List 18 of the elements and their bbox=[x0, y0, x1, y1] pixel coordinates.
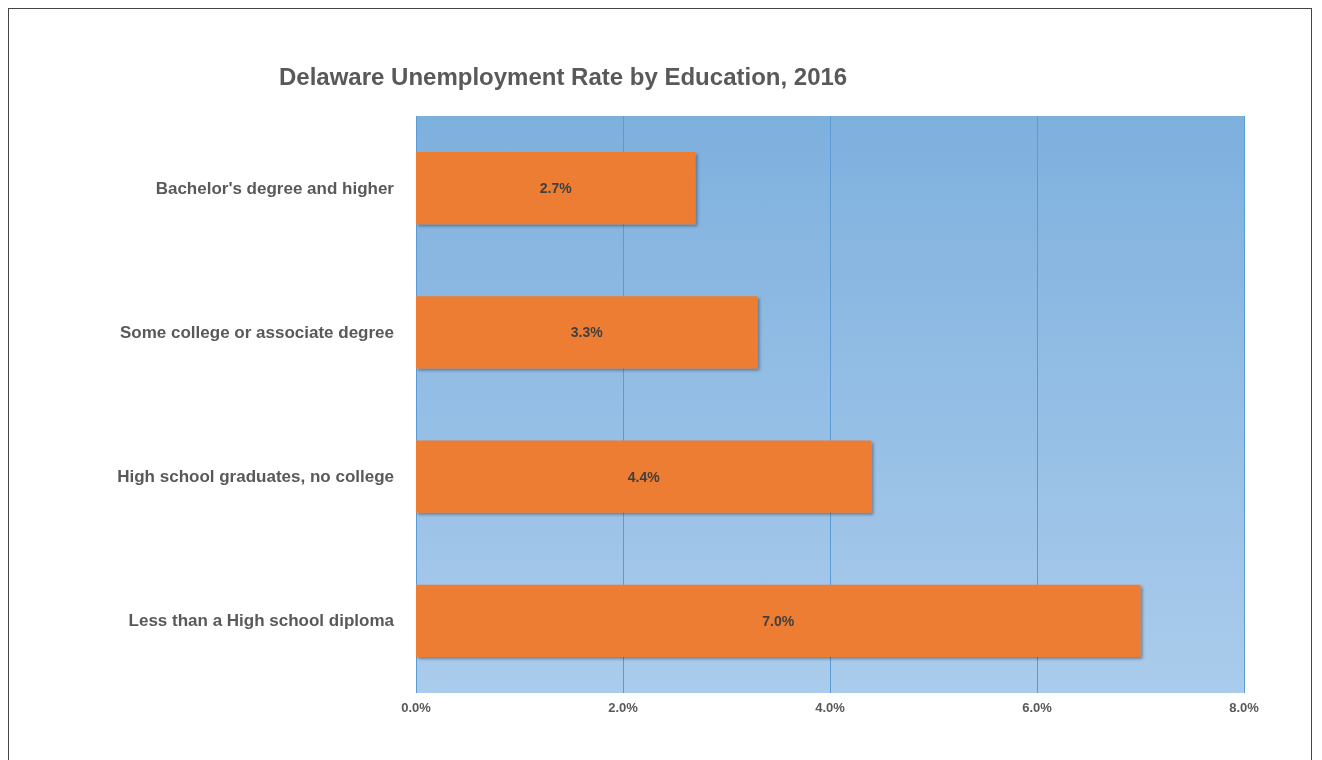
bar bbox=[416, 584, 1141, 657]
y-tick-label: Less than a High school diploma bbox=[128, 611, 395, 631]
data-label: 4.4% bbox=[627, 468, 661, 485]
data-label: 7.0% bbox=[762, 612, 795, 629]
bar bbox=[416, 440, 872, 513]
bar bbox=[416, 296, 758, 369]
x-tick-label: 4.0% bbox=[815, 700, 846, 715]
bar bbox=[416, 152, 696, 225]
y-tick-label: Bachelor's degree and higher bbox=[155, 178, 395, 198]
chart-title: Delaware Unemployment Rate by Education, 2016 bbox=[279, 62, 848, 90]
y-tick-label: High school graduates, no college bbox=[117, 467, 394, 487]
data-label: 2.7% bbox=[539, 180, 573, 197]
x-tick-label: 0.0% bbox=[401, 700, 432, 715]
data-label: 3.3% bbox=[570, 324, 604, 341]
y-tick-label: Some college or associate degree bbox=[119, 322, 394, 342]
x-tick-label: 6.0% bbox=[1022, 700, 1053, 715]
x-tick-label: 2.0% bbox=[608, 700, 639, 715]
x-tick-label: 8.0% bbox=[1229, 700, 1260, 715]
